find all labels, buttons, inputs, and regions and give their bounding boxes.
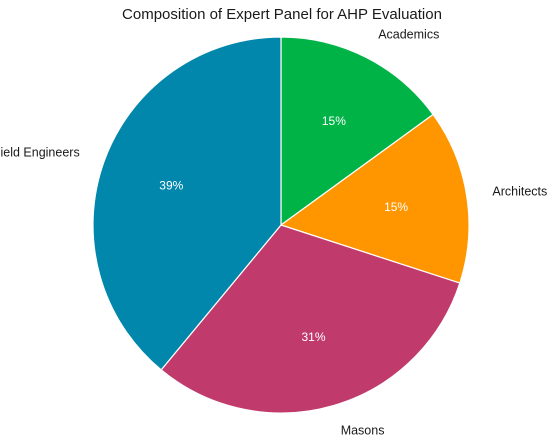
chart-title: Composition of Expert Panel for AHP Eval… (122, 6, 442, 23)
slice-label-academics: Academics (378, 27, 439, 41)
slice-label-masons: Masons (341, 424, 385, 436)
pie-slices (92, 36, 470, 414)
slice-label-architects: Architects (492, 185, 547, 199)
percent-label-academics: 15% (322, 114, 346, 128)
percent-labels: 15% 15% 31% 39% (159, 114, 408, 344)
slice-academics (280, 36, 434, 227)
slice-label-field-engineers: Field Engineers (0, 146, 80, 160)
slice-labels: Academics Architects Masons Field Engineers (0, 27, 547, 436)
percent-label-masons: 31% (301, 330, 325, 344)
slice-architects (279, 113, 470, 284)
percent-label-architects: 15% (384, 200, 408, 214)
slice-field-engineers (92, 36, 282, 371)
percent-label-field-engineers: 39% (159, 179, 183, 193)
slice-masons (160, 224, 461, 414)
